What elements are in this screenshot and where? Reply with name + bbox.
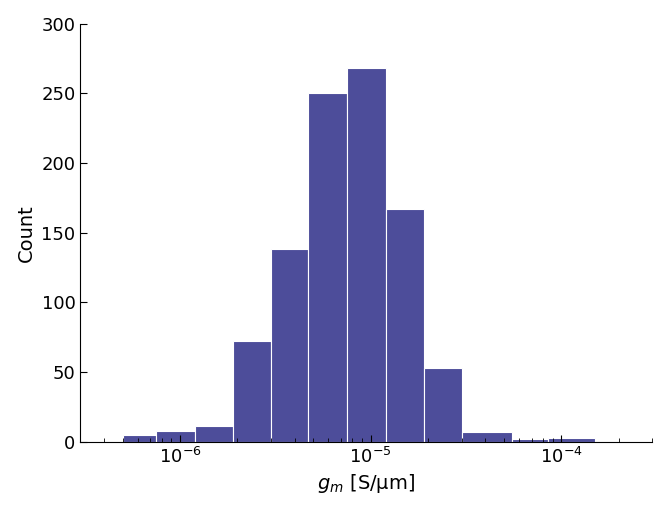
Bar [462, 432, 512, 442]
Bar [122, 435, 156, 442]
X-axis label: $g_m$ [S/μm]: $g_m$ [S/μm] [317, 473, 415, 495]
Bar [512, 439, 548, 442]
Bar [548, 438, 595, 442]
Y-axis label: Count: Count [17, 204, 35, 262]
Bar [386, 209, 424, 442]
Bar [233, 342, 271, 442]
Bar [156, 431, 195, 442]
Bar [424, 368, 462, 442]
Bar [195, 426, 233, 442]
Bar [271, 249, 308, 442]
Bar [347, 68, 386, 442]
Bar [308, 93, 347, 442]
